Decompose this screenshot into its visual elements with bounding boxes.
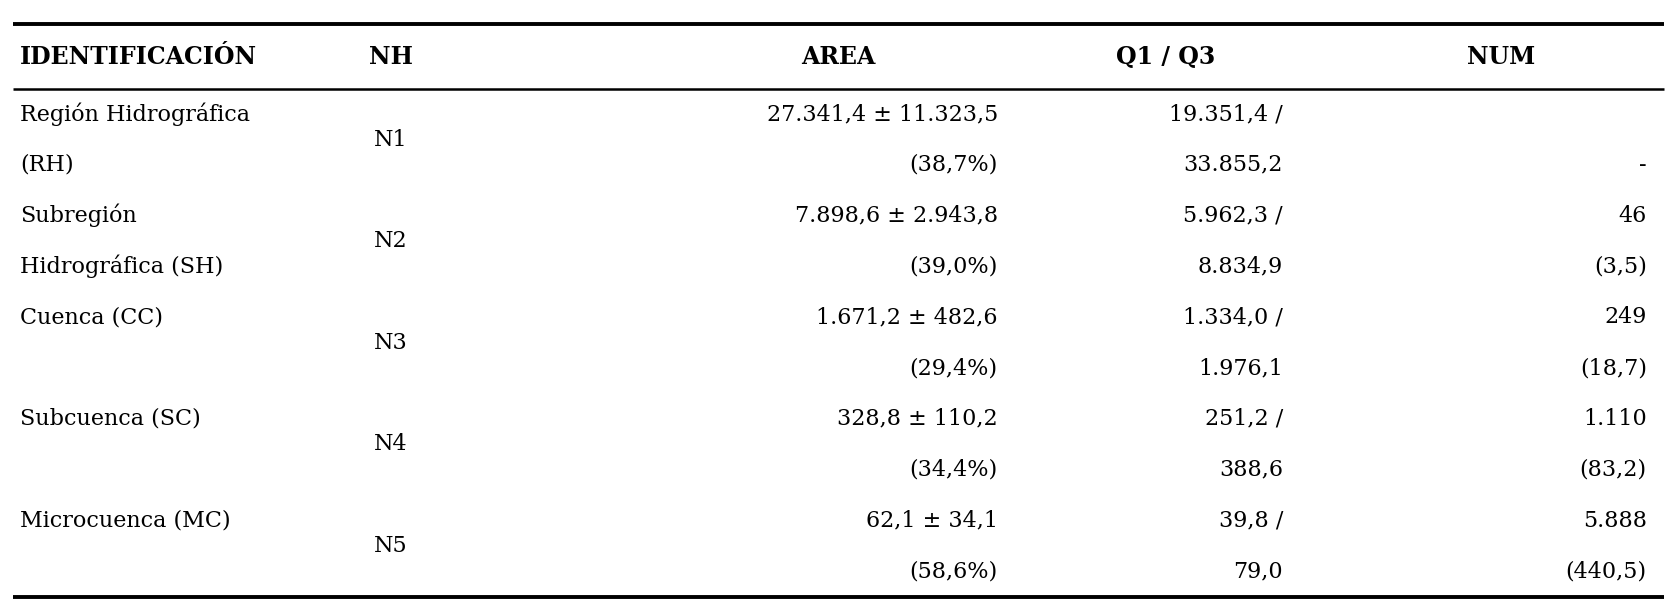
Text: 8.834,9: 8.834,9 bbox=[1197, 256, 1283, 277]
Text: 7.898,6 ± 2.943,8: 7.898,6 ± 2.943,8 bbox=[795, 205, 998, 226]
Text: (3,5): (3,5) bbox=[1593, 256, 1647, 277]
Text: 33.855,2: 33.855,2 bbox=[1184, 154, 1283, 176]
Text: Q1 / Q3: Q1 / Q3 bbox=[1115, 45, 1216, 69]
Text: (18,7): (18,7) bbox=[1580, 357, 1647, 379]
Text: 249: 249 bbox=[1605, 307, 1647, 328]
Text: IDENTIFICACIÓN: IDENTIFICACIÓN bbox=[20, 45, 257, 69]
Text: Microcuenca (MC): Microcuenca (MC) bbox=[20, 510, 231, 531]
Text: (38,7%): (38,7%) bbox=[909, 154, 998, 176]
Text: (29,4%): (29,4%) bbox=[909, 357, 998, 379]
Text: 27.341,4 ± 11.323,5: 27.341,4 ± 11.323,5 bbox=[766, 103, 998, 125]
Text: (58,6%): (58,6%) bbox=[909, 561, 998, 582]
Text: AREA: AREA bbox=[802, 45, 875, 69]
Text: N4: N4 bbox=[374, 433, 408, 455]
Text: N5: N5 bbox=[374, 535, 408, 557]
Text: 19.351,4 /: 19.351,4 / bbox=[1169, 103, 1283, 125]
Text: (440,5): (440,5) bbox=[1566, 561, 1647, 582]
Text: 328,8 ± 110,2: 328,8 ± 110,2 bbox=[837, 408, 998, 430]
Text: (34,4%): (34,4%) bbox=[909, 459, 998, 480]
Text: 62,1 ± 34,1: 62,1 ± 34,1 bbox=[865, 510, 998, 531]
Text: 5.962,3 /: 5.962,3 / bbox=[1184, 205, 1283, 226]
Text: 1.671,2 ± 482,6: 1.671,2 ± 482,6 bbox=[817, 307, 998, 328]
Text: Hidrográfica (SH): Hidrográfica (SH) bbox=[20, 255, 223, 278]
Text: Subcuenca (SC): Subcuenca (SC) bbox=[20, 408, 201, 430]
Text: 1.110: 1.110 bbox=[1583, 408, 1647, 430]
Text: (39,0%): (39,0%) bbox=[909, 256, 998, 277]
Text: 388,6: 388,6 bbox=[1219, 459, 1283, 480]
Text: 1.334,0 /: 1.334,0 / bbox=[1182, 307, 1283, 328]
Text: 1.976,1: 1.976,1 bbox=[1197, 357, 1283, 379]
Text: (RH): (RH) bbox=[20, 154, 74, 176]
Text: 5.888: 5.888 bbox=[1583, 510, 1647, 531]
Text: Región Hidrográfica: Región Hidrográfica bbox=[20, 102, 250, 126]
Text: NH: NH bbox=[369, 45, 413, 69]
Text: Cuenca (CC): Cuenca (CC) bbox=[20, 307, 163, 328]
Text: Subregión: Subregión bbox=[20, 204, 138, 228]
Text: NUM: NUM bbox=[1467, 45, 1534, 69]
Text: 251,2 /: 251,2 / bbox=[1204, 408, 1283, 430]
Text: 39,8 /: 39,8 / bbox=[1219, 510, 1283, 531]
Text: 46: 46 bbox=[1618, 205, 1647, 226]
Text: -: - bbox=[1638, 154, 1647, 176]
Text: 79,0: 79,0 bbox=[1233, 561, 1283, 582]
Text: N2: N2 bbox=[374, 230, 408, 252]
Text: N1: N1 bbox=[374, 129, 408, 151]
Text: N3: N3 bbox=[374, 332, 408, 354]
Text: (83,2): (83,2) bbox=[1580, 459, 1647, 480]
